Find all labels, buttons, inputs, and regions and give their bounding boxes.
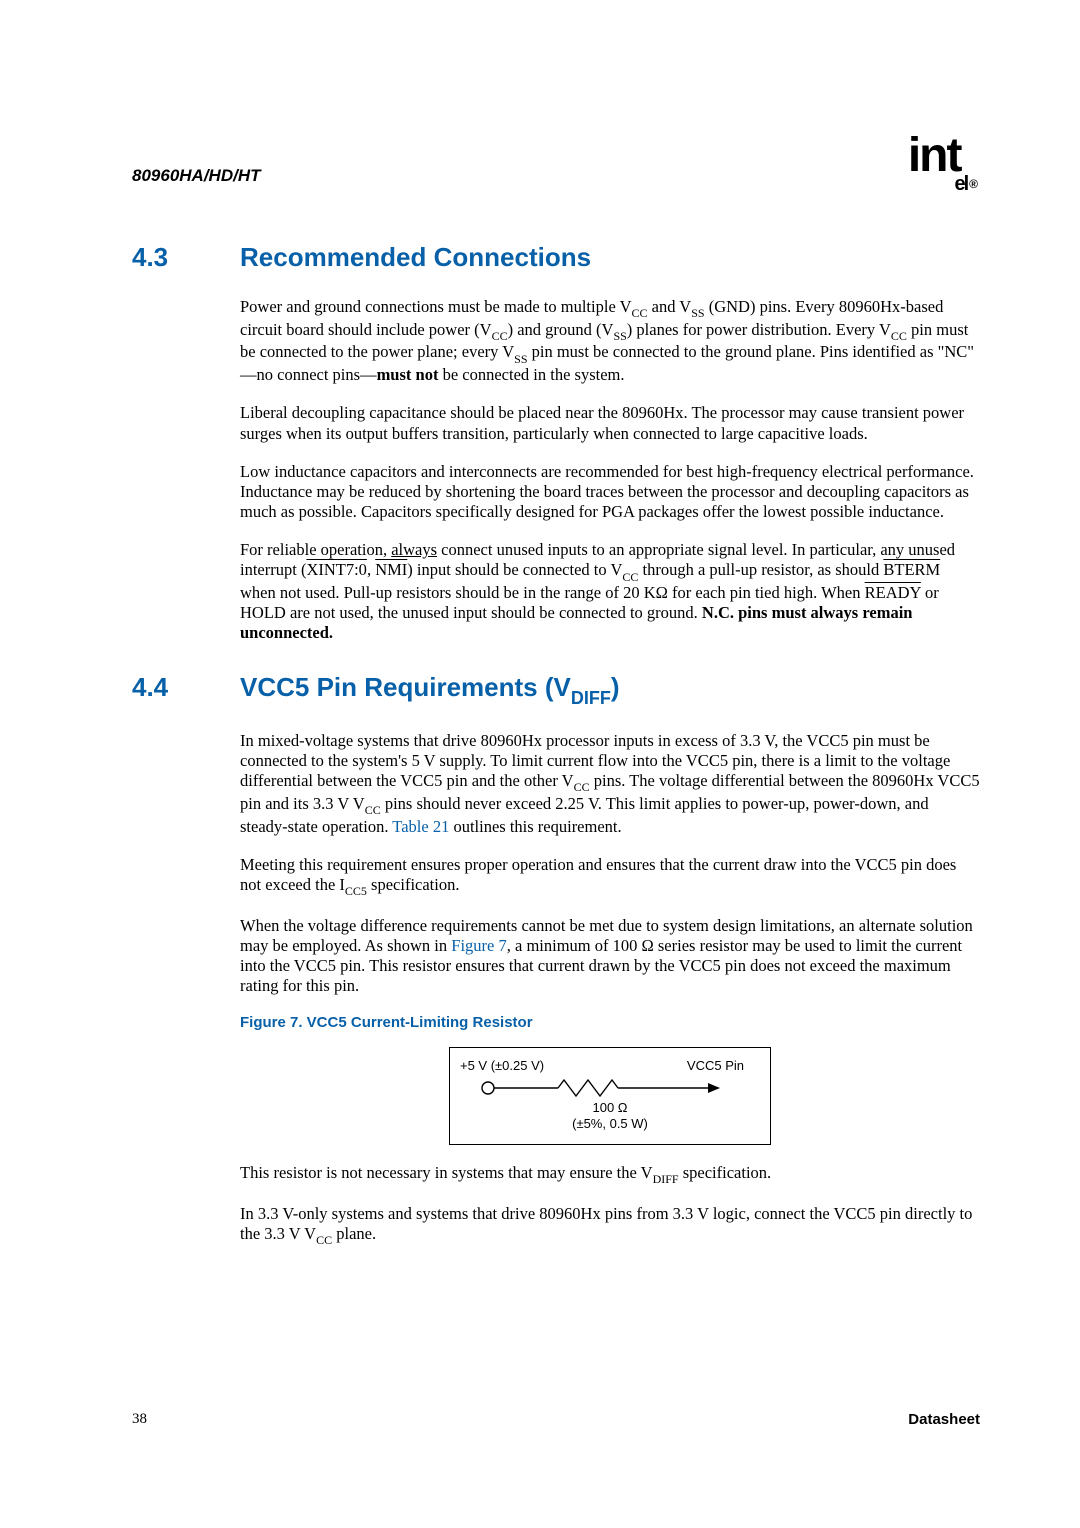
subscript: CC — [316, 1233, 332, 1247]
section-4-3-heading: 4.3 Recommended Connections — [132, 242, 980, 273]
text: Power and ground connections must be mad… — [240, 297, 632, 316]
text: ) — [611, 672, 620, 702]
doc-id: 80960HA/HD/HT — [132, 166, 261, 186]
text: specification. — [679, 1163, 772, 1182]
subscript: CC — [365, 803, 381, 817]
footer-label: Datasheet — [908, 1411, 980, 1428]
text: through a pull-up resistor, as should — [638, 560, 883, 579]
paragraph: In 3.3 V-only systems and systems that d… — [240, 1204, 980, 1247]
figure-bottom-label: 100 Ω (±5%, 0.5 W) — [450, 1100, 770, 1133]
text: (±5%, 0.5 W) — [572, 1116, 648, 1131]
logo-registered-icon: ® — [969, 177, 976, 191]
text: outlines this requirement. — [449, 817, 621, 836]
paragraph: Low inductance capacitors and interconne… — [240, 462, 980, 522]
subscript: CC — [574, 780, 590, 794]
subscript: CC — [622, 570, 638, 584]
figure-caption: Figure 7. VCC5 Current-Limiting Resistor — [240, 1014, 980, 1032]
paragraph: Meeting this requirement ensures proper … — [240, 855, 980, 898]
text-overline: XINT7:0 — [306, 560, 367, 579]
resistor-circuit-icon — [478, 1076, 738, 1100]
figure-left-label: +5 V (±0.25 V) — [460, 1058, 544, 1074]
subscript: CC5 — [345, 884, 367, 898]
text: , — [367, 560, 375, 579]
text: be connected in the system. — [438, 365, 624, 384]
section-4-4-heading: 4.4 VCC5 Pin Requirements (VDIFF) — [132, 672, 980, 707]
logo-sub: el — [954, 173, 967, 195]
subscript: CC — [492, 329, 508, 343]
paragraph: This resistor is not necessary in system… — [240, 1163, 980, 1186]
subscript: SS — [613, 329, 626, 343]
text: 100 Ω — [592, 1100, 627, 1115]
subscript: SS — [514, 352, 527, 366]
page-number: 38 — [132, 1411, 147, 1428]
subscript: SS — [691, 306, 704, 320]
paragraph: Power and ground connections must be mad… — [240, 297, 980, 386]
paragraph: In mixed-voltage systems that drive 8096… — [240, 731, 980, 837]
logo-main: int — [908, 129, 961, 182]
text-underline: always — [391, 540, 437, 559]
paragraph: For reliable operation, always connect u… — [240, 540, 980, 643]
paragraph: When the voltage difference requirements… — [240, 916, 980, 997]
page-footer: 38 Datasheet — [132, 1411, 980, 1428]
text: when not used. Pull-up resistors should … — [240, 583, 865, 602]
text-overline: BTERM — [883, 560, 940, 579]
subscript: CC — [632, 306, 648, 320]
subscript: DIFF — [571, 688, 611, 708]
text: For reliable operation, — [240, 540, 391, 559]
link-table-21[interactable]: Table 21 — [392, 817, 449, 836]
subscript: CC — [891, 329, 907, 343]
text: ) input should be connected to V — [407, 560, 622, 579]
text: This resistor is not necessary in system… — [240, 1163, 653, 1182]
text: and V — [648, 297, 692, 316]
section-title: Recommended Connections — [240, 242, 591, 273]
text-bold: must not — [377, 365, 439, 384]
section-number: 4.4 — [132, 672, 240, 703]
section-4-4-body: In mixed-voltage systems that drive 8096… — [240, 731, 980, 1247]
intel-logo: intel® — [908, 132, 980, 186]
section-4-3-body: Power and ground connections must be mad… — [240, 297, 980, 644]
figure-right-label: VCC5 Pin — [687, 1058, 744, 1074]
text: ) planes for power distribution. Every V — [627, 320, 891, 339]
text: specification. — [367, 875, 460, 894]
section-title: VCC5 Pin Requirements (VDIFF) — [240, 672, 620, 707]
text: VCC5 Pin Requirements (V — [240, 672, 571, 702]
figure-7-diagram: +5 V (±0.25 V) VCC5 Pin 100 Ω (±5%, 0.5 … — [449, 1047, 771, 1145]
text-overline: READY — [865, 583, 921, 602]
text: plane. — [332, 1224, 376, 1243]
paragraph: Liberal decoupling capacitance should be… — [240, 403, 980, 443]
page: 80960HA/HD/HT intel® 4.3 Recommended Con… — [0, 0, 1080, 1528]
link-figure-7[interactable]: Figure 7 — [451, 936, 506, 955]
subscript: DIFF — [653, 1172, 679, 1186]
text: ) and ground (V — [508, 320, 614, 339]
section-number: 4.3 — [132, 242, 240, 273]
page-header: 80960HA/HD/HT intel® — [132, 132, 980, 186]
text-overline: NMI — [375, 560, 407, 579]
